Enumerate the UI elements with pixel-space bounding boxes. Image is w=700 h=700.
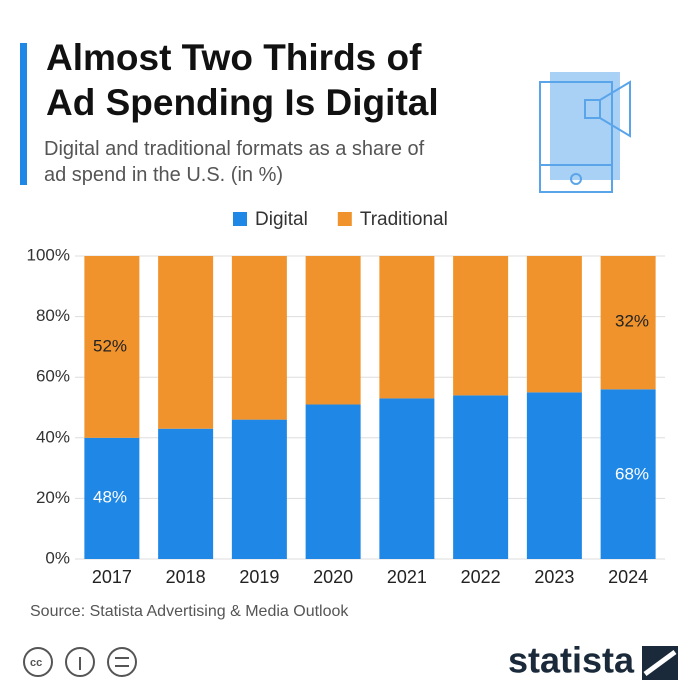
x-tick-label: 2020 xyxy=(313,567,353,587)
bar-segment xyxy=(526,392,582,559)
icon-shape xyxy=(23,647,53,677)
icon-shape xyxy=(584,80,631,138)
accent-bar xyxy=(20,43,27,185)
bar-segment xyxy=(379,256,435,399)
bar-segment xyxy=(600,256,656,390)
x-tick-label: 2023 xyxy=(534,567,574,587)
bar-segment xyxy=(158,256,214,429)
icon xyxy=(539,72,631,193)
subtitle: Digital and traditional formats as a sha… xyxy=(44,138,425,186)
icon-shape xyxy=(550,72,620,180)
legend-label: Digital xyxy=(255,209,308,230)
chart-title: Almost Two Thirds of xyxy=(46,37,422,78)
y-tick-label: 100% xyxy=(27,245,70,264)
annotation: 52% xyxy=(93,336,127,355)
x-tick-label: 2024 xyxy=(608,567,648,587)
y-tick-label: 80% xyxy=(36,306,70,325)
x-tick-label: 2022 xyxy=(461,567,501,587)
bar-segment xyxy=(453,395,509,559)
x-tick-label: 2017 xyxy=(92,567,132,587)
bar-segment xyxy=(84,437,140,559)
annotation: 68% xyxy=(615,464,649,483)
y-tick-label: 60% xyxy=(36,367,70,386)
icon-shape: cc xyxy=(30,657,42,669)
icon-shape xyxy=(65,647,95,677)
x-tick-label: 2018 xyxy=(166,567,206,587)
legend-label: Traditional xyxy=(360,209,448,230)
bar-segment xyxy=(379,398,435,559)
icon-shape xyxy=(107,647,137,677)
icon-shape xyxy=(539,81,613,193)
y-tick-label: 0% xyxy=(45,548,70,567)
annotation: 32% xyxy=(615,311,649,330)
y-tick-label: 40% xyxy=(36,427,70,446)
brand: statista xyxy=(508,640,635,681)
bar-segment xyxy=(600,389,656,559)
legend-swatch xyxy=(337,212,352,226)
bar-segment xyxy=(453,256,509,396)
bar-segment xyxy=(526,256,582,393)
bar-segment xyxy=(231,419,287,559)
chart-title: Ad Spending Is Digital xyxy=(46,82,439,123)
subtitle-box: Digital and traditional formats as a sha… xyxy=(44,138,425,186)
brand-logo xyxy=(643,649,677,677)
license-icons xyxy=(23,647,137,677)
x-tick-label: 2021 xyxy=(387,567,427,587)
bar-segment xyxy=(305,256,361,405)
bar-segment xyxy=(231,256,287,420)
legend-swatch xyxy=(233,212,247,226)
bar-segment xyxy=(84,256,140,438)
source: Source: Statista Advertising & Media Out… xyxy=(30,603,349,620)
icon-shape xyxy=(570,173,582,185)
annotation: 48% xyxy=(93,487,127,506)
bar-segment xyxy=(158,428,214,559)
bar-segment xyxy=(305,404,361,559)
x-tick-label: 2019 xyxy=(239,567,279,587)
y-tick-label: 20% xyxy=(36,488,70,507)
